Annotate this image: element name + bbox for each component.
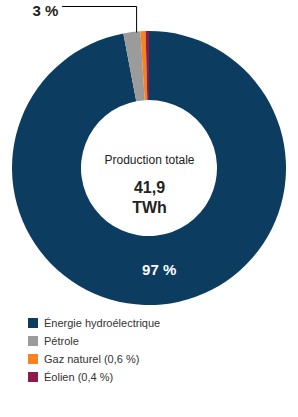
- html-text:Pétrole: Pétrole: [44, 335, 79, 347]
- html-text:Éolien (0,4 %): Éolien (0,4 %): [44, 371, 114, 383]
- html-text:Gaz naturel (0,6 %): Gaz naturel (0,6 %): [44, 353, 140, 365]
- svg-text:97 %: 97 %: [142, 261, 176, 278]
- svg-text:Production totale: Production totale: [104, 153, 194, 167]
- svg-text:TWh: TWh: [132, 199, 167, 216]
- html-text:Énergie hydroélectrique: Énergie hydroélectrique: [44, 317, 161, 329]
- svg-text:3 %: 3 %: [33, 2, 59, 19]
- svg-text:41,9: 41,9: [134, 179, 165, 196]
